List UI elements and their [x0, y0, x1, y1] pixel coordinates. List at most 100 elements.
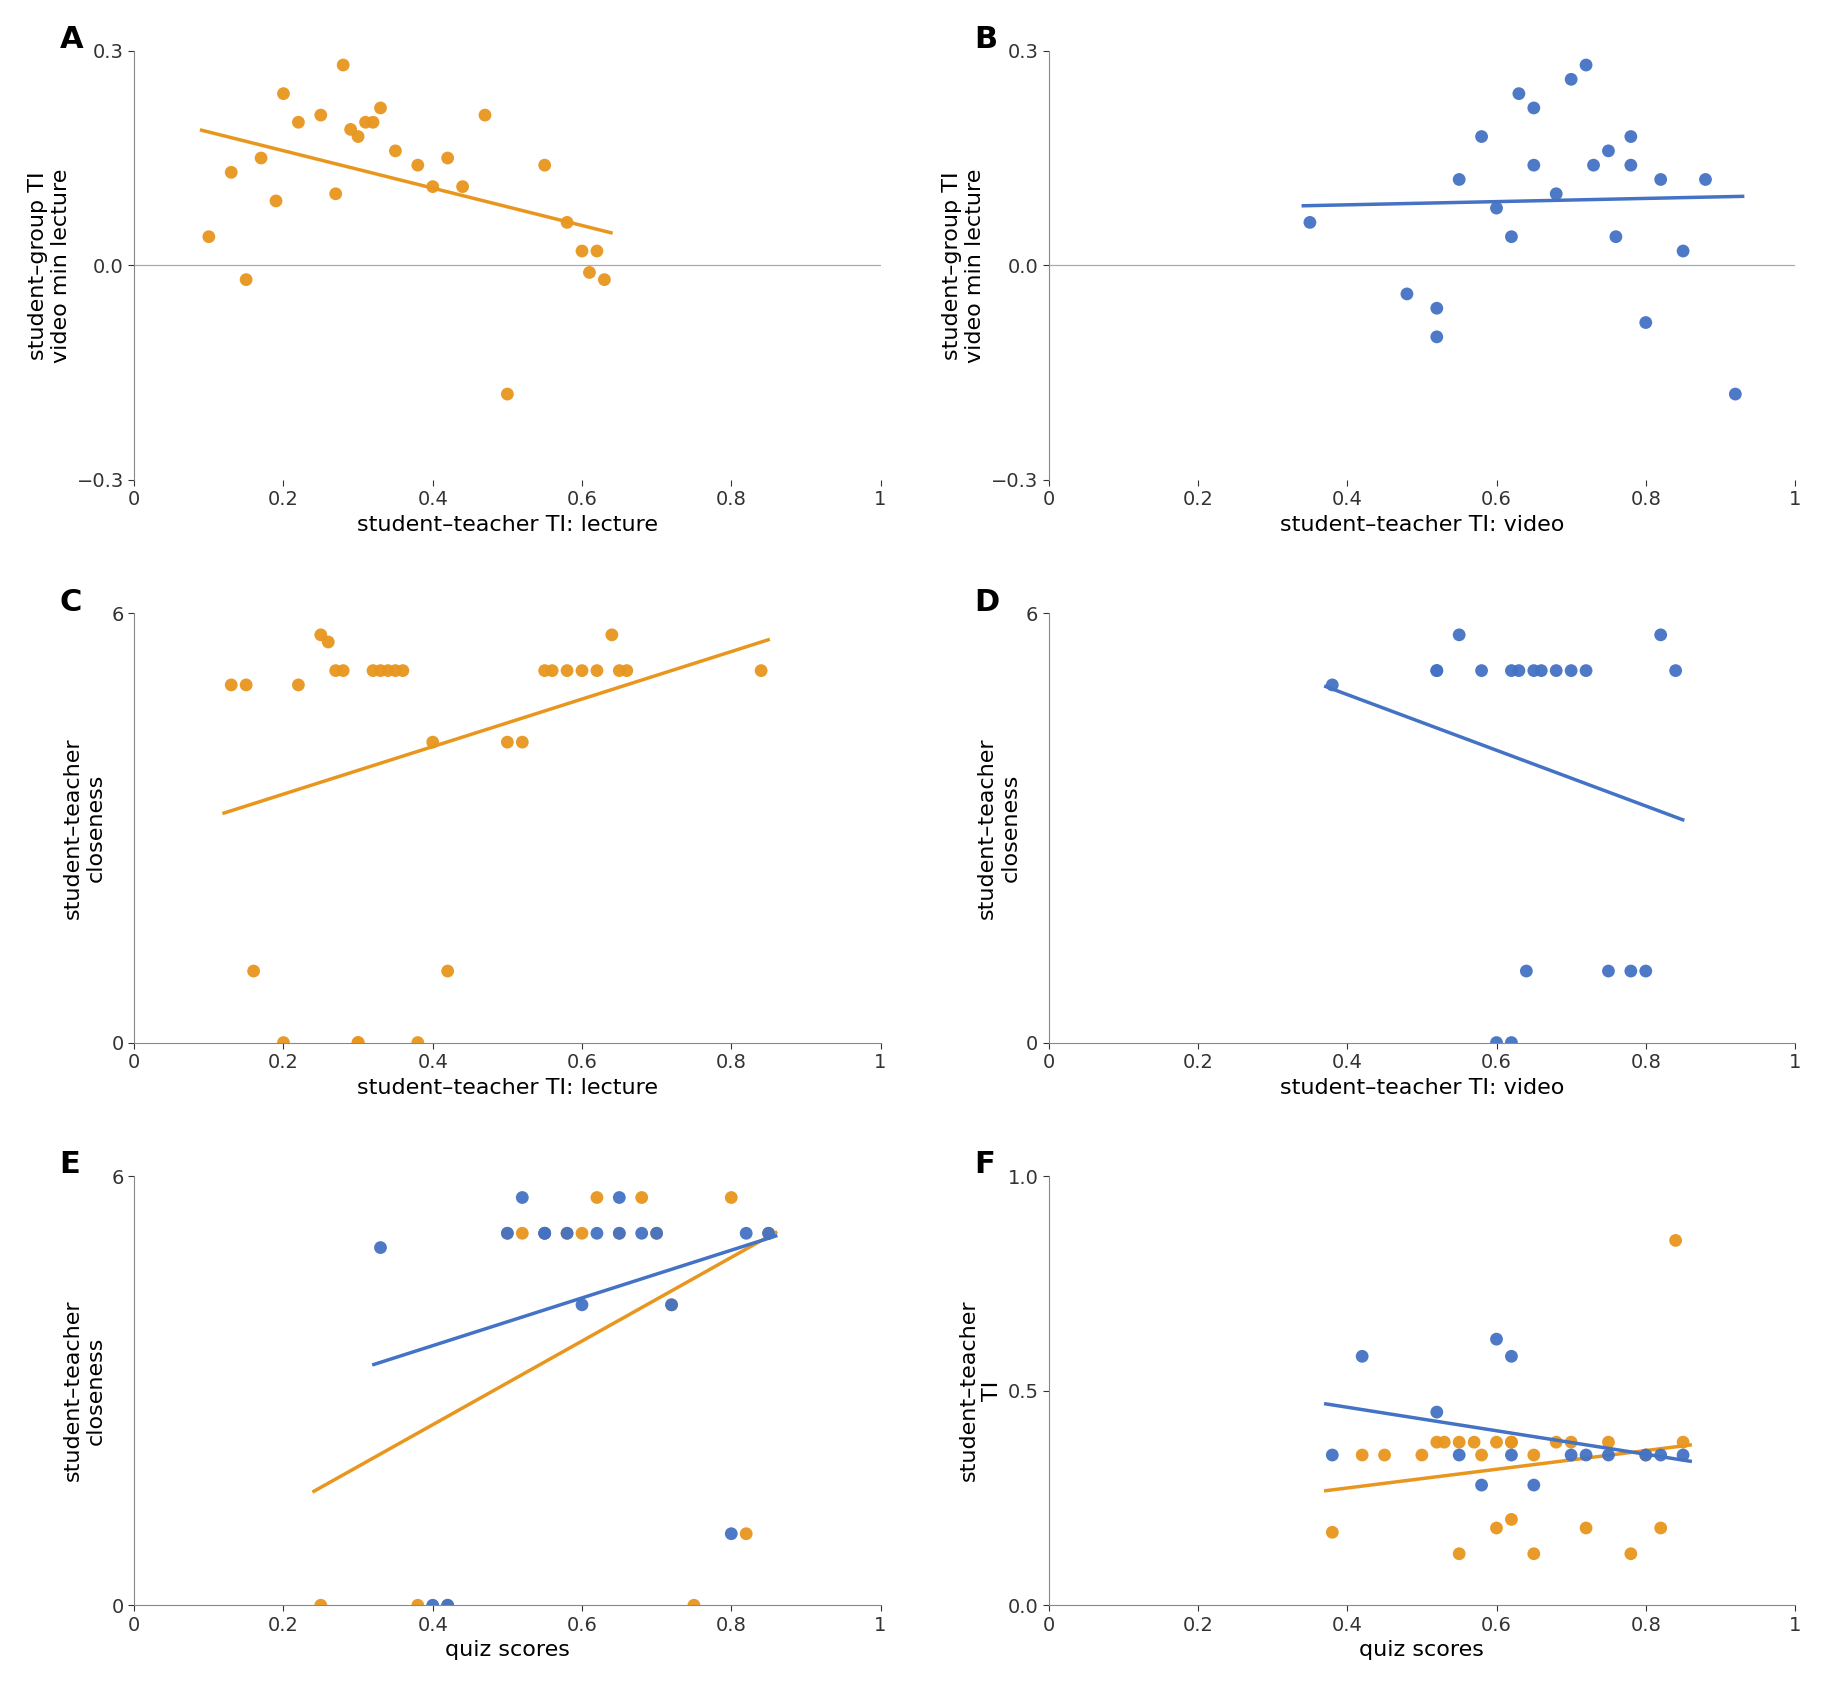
Point: [1445, 1428, 1474, 1455]
Point: [582, 1183, 611, 1210]
Point: [1445, 1442, 1474, 1469]
Point: [1571, 52, 1600, 79]
Point: [433, 145, 463, 172]
Point: [1513, 957, 1542, 984]
Point: [1467, 1442, 1496, 1469]
Point: [657, 1291, 686, 1318]
Point: [1503, 79, 1533, 106]
Point: [366, 657, 395, 684]
Point: [679, 1592, 708, 1619]
Point: [1423, 657, 1452, 684]
Point: [552, 657, 582, 684]
Point: [1600, 223, 1630, 250]
Point: [1520, 1539, 1549, 1566]
Point: [232, 672, 262, 699]
Point: [627, 1220, 657, 1247]
Point: [373, 657, 402, 684]
Point: [433, 1592, 463, 1619]
Point: [351, 108, 380, 135]
Point: [1527, 657, 1556, 684]
Point: [329, 52, 358, 79]
Point: [1668, 1442, 1697, 1469]
Point: [492, 729, 521, 756]
Point: [1631, 1442, 1661, 1469]
Point: [1556, 66, 1586, 93]
Point: [538, 657, 567, 684]
Point: [1571, 657, 1600, 684]
Point: [1423, 1399, 1452, 1426]
Point: [732, 1220, 761, 1247]
Point: [1578, 152, 1608, 179]
Point: [322, 181, 351, 208]
Point: [642, 1220, 671, 1247]
Point: [262, 187, 291, 214]
Text: E: E: [60, 1150, 80, 1180]
Point: [1556, 1428, 1586, 1455]
Point: [598, 621, 627, 648]
Point: [1646, 165, 1675, 192]
Point: [1496, 1030, 1525, 1057]
Point: [1520, 1442, 1549, 1469]
Point: [492, 1220, 521, 1247]
Point: [1423, 295, 1452, 322]
Point: [1593, 137, 1622, 164]
Point: [1445, 1539, 1474, 1566]
Point: [717, 1521, 746, 1548]
Y-axis label: student–teacher
closeness: student–teacher closeness: [62, 1300, 106, 1482]
Point: [613, 657, 642, 684]
Point: [1571, 1442, 1600, 1469]
Point: [322, 657, 351, 684]
Point: [1467, 123, 1496, 150]
Point: [448, 174, 477, 201]
Point: [582, 1220, 611, 1247]
Point: [358, 657, 388, 684]
Point: [589, 267, 618, 294]
Point: [216, 159, 245, 186]
Point: [492, 380, 521, 407]
Text: A: A: [60, 25, 82, 54]
Point: [1496, 223, 1525, 250]
Point: [530, 152, 560, 179]
Point: [313, 628, 342, 655]
Point: [419, 174, 448, 201]
Point: [1646, 1514, 1675, 1541]
Point: [1631, 1442, 1661, 1469]
Point: [1503, 657, 1533, 684]
Point: [1423, 1428, 1452, 1455]
Point: [305, 101, 335, 128]
Point: [1481, 1030, 1511, 1057]
Point: [269, 1030, 298, 1057]
Point: [1481, 1428, 1511, 1455]
Point: [1407, 1442, 1436, 1469]
Point: [1496, 1506, 1525, 1533]
Point: [1423, 657, 1452, 684]
Point: [1295, 209, 1324, 236]
Point: [605, 1183, 635, 1210]
Point: [1496, 657, 1525, 684]
Point: [567, 1220, 596, 1247]
Point: [605, 657, 635, 684]
Point: [402, 1030, 432, 1057]
Point: [344, 1030, 373, 1057]
Point: [305, 1592, 335, 1619]
Y-axis label: student–teacher
closeness: student–teacher closeness: [62, 738, 106, 918]
Text: B: B: [975, 25, 997, 54]
Point: [1556, 657, 1586, 684]
Point: [1542, 181, 1571, 208]
Point: [492, 1220, 521, 1247]
Point: [1496, 1442, 1525, 1469]
Y-axis label: student–teacher
TI: student–teacher TI: [958, 1300, 1002, 1482]
Point: [1445, 165, 1474, 192]
Point: [567, 657, 596, 684]
X-axis label: quiz scores: quiz scores: [444, 1641, 571, 1661]
Point: [1467, 1472, 1496, 1499]
Point: [508, 1220, 538, 1247]
Point: [754, 1220, 783, 1247]
Point: [717, 1183, 746, 1210]
Text: F: F: [975, 1150, 995, 1180]
Point: [247, 145, 276, 172]
Point: [1520, 1472, 1549, 1499]
Point: [216, 672, 245, 699]
Point: [1661, 657, 1690, 684]
Y-axis label: student–group TI
video min lecture: student–group TI video min lecture: [27, 169, 71, 363]
